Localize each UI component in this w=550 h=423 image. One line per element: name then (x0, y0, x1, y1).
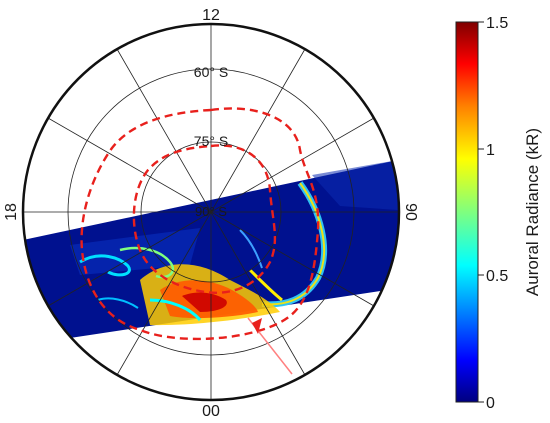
colorbar: 1.5 1 0.5 0 Auroral Radiance (kR) (455, 15, 542, 412)
auroral-image-swath (23, 160, 399, 338)
outer-dashed-boundary (80, 107, 320, 341)
ring-label-60: 60° S (194, 64, 228, 80)
colorbar-gradient (455, 21, 479, 403)
ring-label-90: 90° S (195, 204, 227, 219)
outer-circle (21, 22, 401, 402)
colorbar-tick-1.5: 1.5 (486, 15, 508, 32)
colorbar-tick-0: 0 (486, 395, 495, 412)
colorbar-label: Auroral Radiance (kR) (523, 128, 542, 296)
label-right: 90 (402, 203, 419, 221)
label-top: 12 (202, 7, 220, 24)
label-bottom: 00 (202, 403, 220, 420)
polar-grid (23, 24, 399, 400)
inner-dashed-boundary (132, 144, 277, 294)
label-left: 18 (3, 203, 20, 221)
ring-label-75: 75° S (194, 133, 228, 149)
dashed-boundaries (80, 107, 320, 341)
colorbar-tick-0.5: 0.5 (486, 268, 508, 285)
red-arrow (247, 317, 293, 375)
colorbar-tick-1: 1 (486, 142, 495, 159)
